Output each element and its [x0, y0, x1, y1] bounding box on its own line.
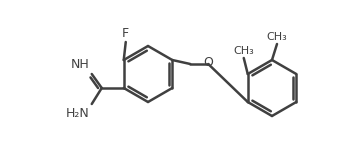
Text: F: F: [122, 27, 129, 40]
Text: H₂N: H₂N: [66, 107, 90, 120]
Text: CH₃: CH₃: [233, 46, 254, 56]
Text: NH: NH: [71, 58, 90, 71]
Text: CH₃: CH₃: [267, 32, 288, 42]
Text: O: O: [203, 57, 213, 69]
